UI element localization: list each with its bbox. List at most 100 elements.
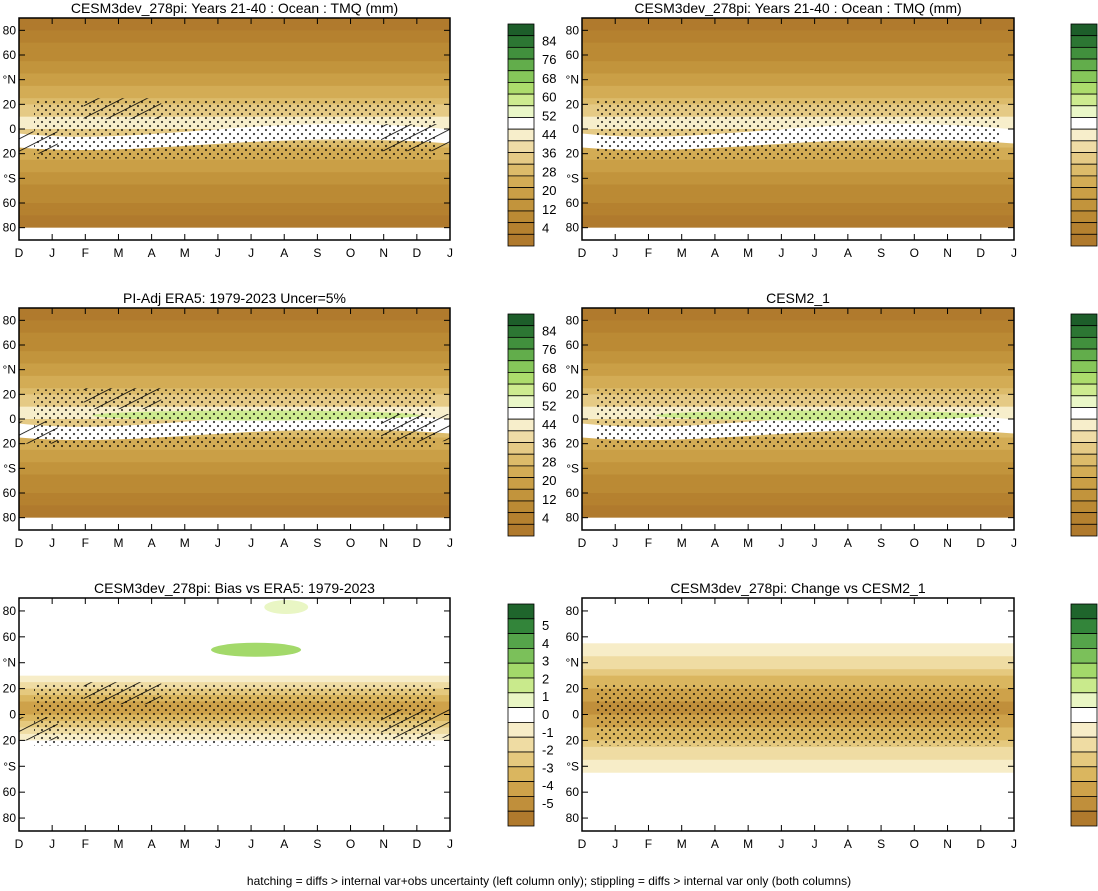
colorbar-swatch <box>1070 372 1098 385</box>
colorbar-swatch <box>507 442 535 455</box>
band <box>582 67 1014 74</box>
colorbar-swatch <box>507 430 535 443</box>
colorbar-swatch <box>1070 781 1098 797</box>
colorbar-swatch <box>507 488 535 502</box>
y-tick-label: 0 <box>9 122 16 136</box>
band <box>582 382 1014 389</box>
y-tick-label: 20 <box>566 147 580 161</box>
x-tick-label: O <box>346 246 355 260</box>
hatching <box>381 124 450 152</box>
band <box>582 623 1014 631</box>
band <box>19 499 450 506</box>
x-tick-label: A <box>280 536 288 550</box>
band <box>19 55 450 62</box>
band <box>19 449 450 457</box>
band <box>582 308 1014 315</box>
y-tick-label: °N <box>3 656 16 670</box>
band <box>582 184 1014 192</box>
colorbar-label: 68 <box>542 361 556 376</box>
band <box>19 338 450 346</box>
colorbar-swatch <box>1070 662 1098 679</box>
y-tick-label: 60 <box>3 48 17 62</box>
colorbar-swatch <box>1070 418 1098 432</box>
band <box>582 209 1014 216</box>
y-tick-label: 60 <box>566 630 580 644</box>
band <box>582 824 1014 831</box>
band <box>19 462 450 469</box>
x-tick-label: J <box>1011 536 1017 550</box>
colorbar-swatch <box>1070 766 1098 782</box>
colorbar-swatch <box>507 128 535 142</box>
panel-title: CESM3dev_278pi: Years 21-40 : Ocean : TM… <box>71 0 398 16</box>
x-tick-label: M <box>180 246 190 260</box>
band <box>19 746 450 754</box>
panel-title: CESM2_1 <box>766 290 830 306</box>
panel-title: PI-Adj ERA5: 1979-2023 Uncer=5% <box>123 290 346 306</box>
y-tick-label: 80 <box>3 313 17 327</box>
x-tick-label: D <box>413 246 422 260</box>
band <box>582 474 1014 482</box>
colorbar-swatch <box>507 633 535 649</box>
x-tick-label: J <box>778 246 784 260</box>
hatching <box>83 682 162 705</box>
colorbar-label: 0 <box>542 707 549 722</box>
colorbar-swatch <box>507 336 535 350</box>
band <box>582 203 1014 210</box>
band <box>19 766 450 774</box>
colorbar-label: 4 <box>542 636 549 651</box>
x-tick-label: A <box>148 837 156 851</box>
band <box>582 604 1014 612</box>
x-tick-label: M <box>180 837 190 851</box>
band <box>582 30 1014 37</box>
colorbar-swatch <box>1070 70 1098 83</box>
colorbar-swatch <box>1070 465 1098 478</box>
colorbar-swatch <box>507 796 535 812</box>
x-tick-label: D <box>976 246 985 260</box>
colorbar-swatch <box>507 360 535 373</box>
colorbar-swatch <box>1070 348 1098 362</box>
colorbar-label: -4 <box>542 778 554 793</box>
colorbar-label: 84 <box>542 34 556 49</box>
band <box>582 772 1014 780</box>
colorbar-label: 4 <box>542 220 549 235</box>
colorbar-swatch <box>507 677 535 694</box>
band <box>19 375 450 383</box>
band <box>582 61 1014 68</box>
panel-observations: PI-Adj ERA5: 1979-2023 Uncer=5% D J F M A M J J A… <box>3 290 557 550</box>
colorbar-label: 76 <box>542 342 556 357</box>
stippling <box>597 389 999 449</box>
band <box>19 759 450 767</box>
band <box>582 357 1014 364</box>
y-tick-label: 20 <box>566 387 580 401</box>
colorbar-label: 68 <box>542 71 556 86</box>
band <box>582 166 1014 173</box>
x-tick-label: A <box>711 536 719 550</box>
colorbar-swatch <box>507 418 535 432</box>
band <box>19 215 450 222</box>
band <box>582 617 1014 625</box>
x-tick-label: F <box>645 837 652 851</box>
y-tick-label: 80 <box>566 23 580 37</box>
band <box>19 456 450 463</box>
colorbar: 84 76 68 60 52 44 36 28 20 12 4 <box>507 313 556 537</box>
x-tick-label: J <box>49 246 55 260</box>
colorbar-swatch <box>507 313 535 327</box>
band <box>582 36 1014 44</box>
y-tick-label: °S <box>3 759 16 773</box>
colorbar-swatch <box>507 46 535 60</box>
stippling <box>597 99 999 159</box>
x-tick-label: A <box>711 246 719 260</box>
colorbar-swatch <box>1070 796 1098 812</box>
colorbar-swatch <box>507 603 535 620</box>
colorbar-swatch <box>1070 736 1098 753</box>
band <box>582 314 1014 321</box>
colorbar-swatch <box>507 395 535 408</box>
x-tick-label: D <box>15 837 24 851</box>
colorbar-swatch <box>507 163 535 177</box>
x-tick-label: S <box>877 536 885 550</box>
colorbar-swatch <box>507 140 535 153</box>
band <box>582 523 1014 530</box>
colorbar-swatch <box>1070 453 1098 467</box>
y-tick-label: 20 <box>566 733 580 747</box>
x-tick-label: J <box>612 246 618 260</box>
